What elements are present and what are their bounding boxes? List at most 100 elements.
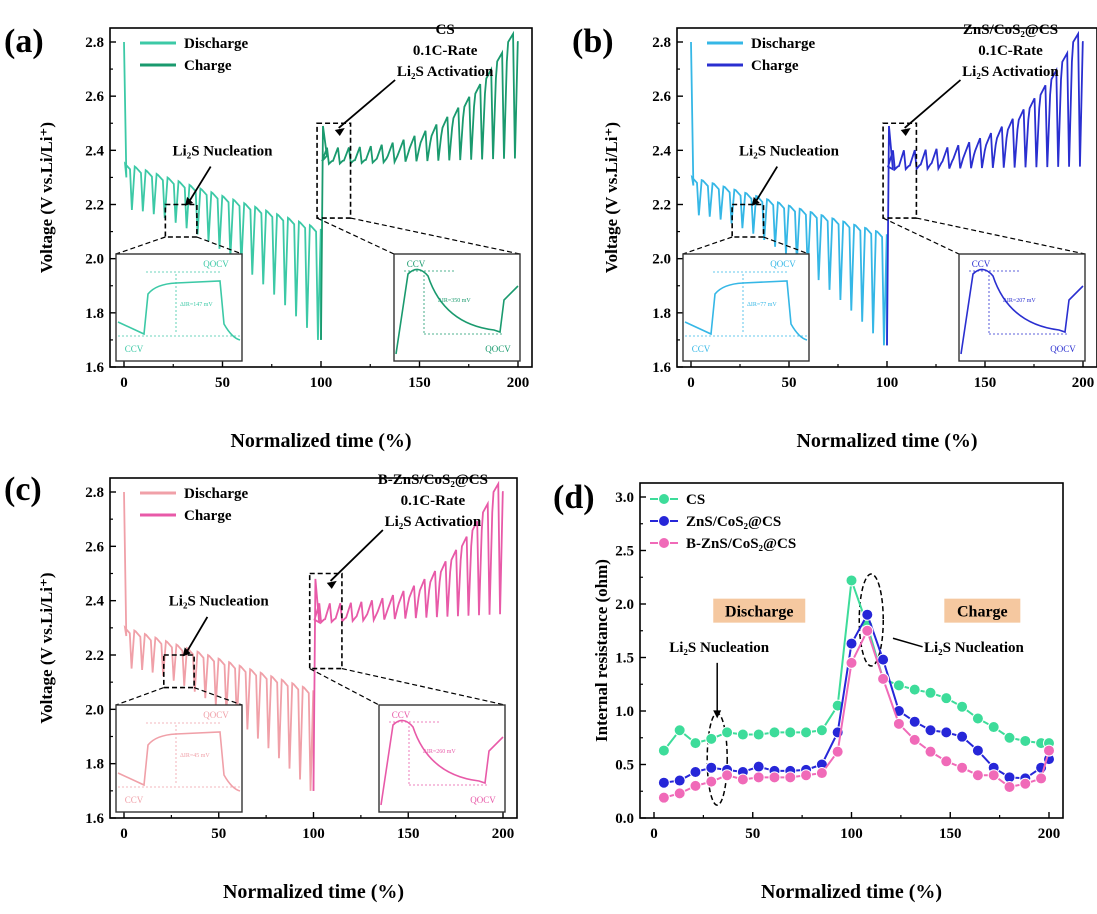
activation-annotation: Li₂S Activation [385,514,482,530]
panel-label: (b) [572,23,614,60]
y-axis-label: Internal resistance (ohm) [592,559,611,742]
inset-discharge: QOCV CCV ΔIR=77 mV [682,253,810,362]
inset-bottom-label: CCV [692,344,711,354]
data-point [971,769,984,782]
panel-b: 0 50 100 150 200 1.6 1.8 2.0 2.2 2.4 2.6 2.8 (b) Norm… [572,22,1097,452]
inset-charge: CCV QOCV ΔIR=260 mV [378,704,506,813]
x-tick-label: 100 [302,826,325,842]
y-tick-label: 1.6 [85,811,104,827]
y-tick-label: 0.0 [615,811,634,827]
x-axis-label: Normalized time (%) [761,881,942,903]
inset-top-label: QOCV [203,259,229,269]
inset-frame [115,704,243,813]
data-point [752,728,765,741]
y-tick-label: 2.5 [615,544,634,560]
data-point [800,726,813,739]
data-point [800,769,813,782]
y-tick-label: 1.6 [652,360,671,376]
nucleation-annotation-discharge: Li₂S Nucleation [669,640,770,656]
x-tick-label: 200 [1038,826,1061,842]
data-point [721,726,734,739]
activation-annotation: 0.1C-Rate [413,43,478,59]
data-point [845,574,858,587]
data-point [705,775,718,788]
discharge-tag-bg [713,598,806,623]
data-point [752,760,765,773]
y-tick-label: 0.5 [615,758,634,774]
data-point [705,732,718,745]
nucleation-arrowhead [751,196,760,206]
activation-annotation: B-ZnS/CoS₂@CS [378,472,488,488]
data-point [845,656,858,669]
y-tick-label: 2.6 [85,89,104,105]
data-point [689,765,702,778]
data-point [1043,744,1055,757]
y-tick-label: 2.0 [652,252,671,268]
data-point [657,744,670,757]
data-point [721,769,734,782]
x-tick-label: 150 [408,375,431,391]
nucleation-arrow [892,637,923,648]
zoom-connector [115,687,165,706]
inset-curve [684,280,808,341]
x-tick-label: 0 [650,826,658,842]
y-axis-label: Voltage (V vs.Li/Li⁺) [37,572,56,723]
y-tick-label: 2.4 [85,143,104,159]
data-point [861,608,874,621]
zoom-box-charge [308,572,343,670]
inset-frame [958,253,1086,362]
nucleation-ellipse-charge [858,573,884,667]
inset-top-label: CCV [392,710,411,720]
y-tick-label: 2.6 [652,89,671,105]
inset-value-label: ΔIR=45 mV [180,753,210,759]
data-point [657,776,670,789]
inset-top-label: QOCV [203,710,229,720]
data-point [940,726,953,739]
y-tick-label: 1.5 [615,651,634,667]
data-point [940,692,953,705]
y-tick-label: 2.4 [85,594,104,610]
data-point [673,774,686,787]
zoom-connector [763,236,810,255]
zoom-box-discharge [162,654,195,689]
x-tick-label: 0 [120,826,128,842]
zoom-connector [341,667,506,706]
activation-arrow [338,79,396,129]
y-tick-label: 1.0 [615,704,634,720]
x-tick-label: 100 [310,375,333,391]
inset-charge: CCV QOCV ΔIR=207 mV [958,253,1086,362]
inset-value-label: ΔIR=77 mV [747,302,777,308]
activation-arrow [904,79,962,129]
nucleation-arrowhead [713,710,722,719]
data-point [752,771,765,784]
inset-discharge: QOCV CCV ΔIR=147 mV [115,253,243,362]
data-point [971,744,984,757]
panel-label: (d) [553,479,595,516]
data-point [987,769,1000,782]
nucleation-annotation-charge: Li₂S Nucleation [924,640,1025,656]
y-axis-label: Voltage (V vs.Li/Li⁺) [37,122,56,273]
series-3 [657,624,1055,804]
y-tick-label: 2.0 [615,597,634,613]
inset-value-label: ΔIR=350 mV [438,298,471,304]
activation-annotation: 0.1C-Rate [401,493,466,509]
x-tick-label: 150 [939,826,962,842]
inset-frame [378,704,506,813]
inset-curve [960,268,1084,355]
x-tick-label: 100 [876,375,899,391]
data-point [971,712,984,725]
nucleation-arrow [754,166,779,203]
x-tick-label: 150 [397,826,420,842]
data-point [861,624,874,637]
data-point [784,726,797,739]
discharge-series [690,41,888,346]
zoom-connector [682,236,733,255]
nucleation-annotation: Li₂S Nucleation [739,143,840,159]
data-point [1003,780,1016,793]
x-tick-label: 50 [211,826,226,842]
inset-value-label: ΔIR=207 mV [1003,298,1036,304]
y-tick-label: 2.2 [652,198,671,214]
data-point [877,653,890,666]
legend-label-charge: Charge [751,58,799,74]
y-tick-label: 2.2 [85,648,104,664]
